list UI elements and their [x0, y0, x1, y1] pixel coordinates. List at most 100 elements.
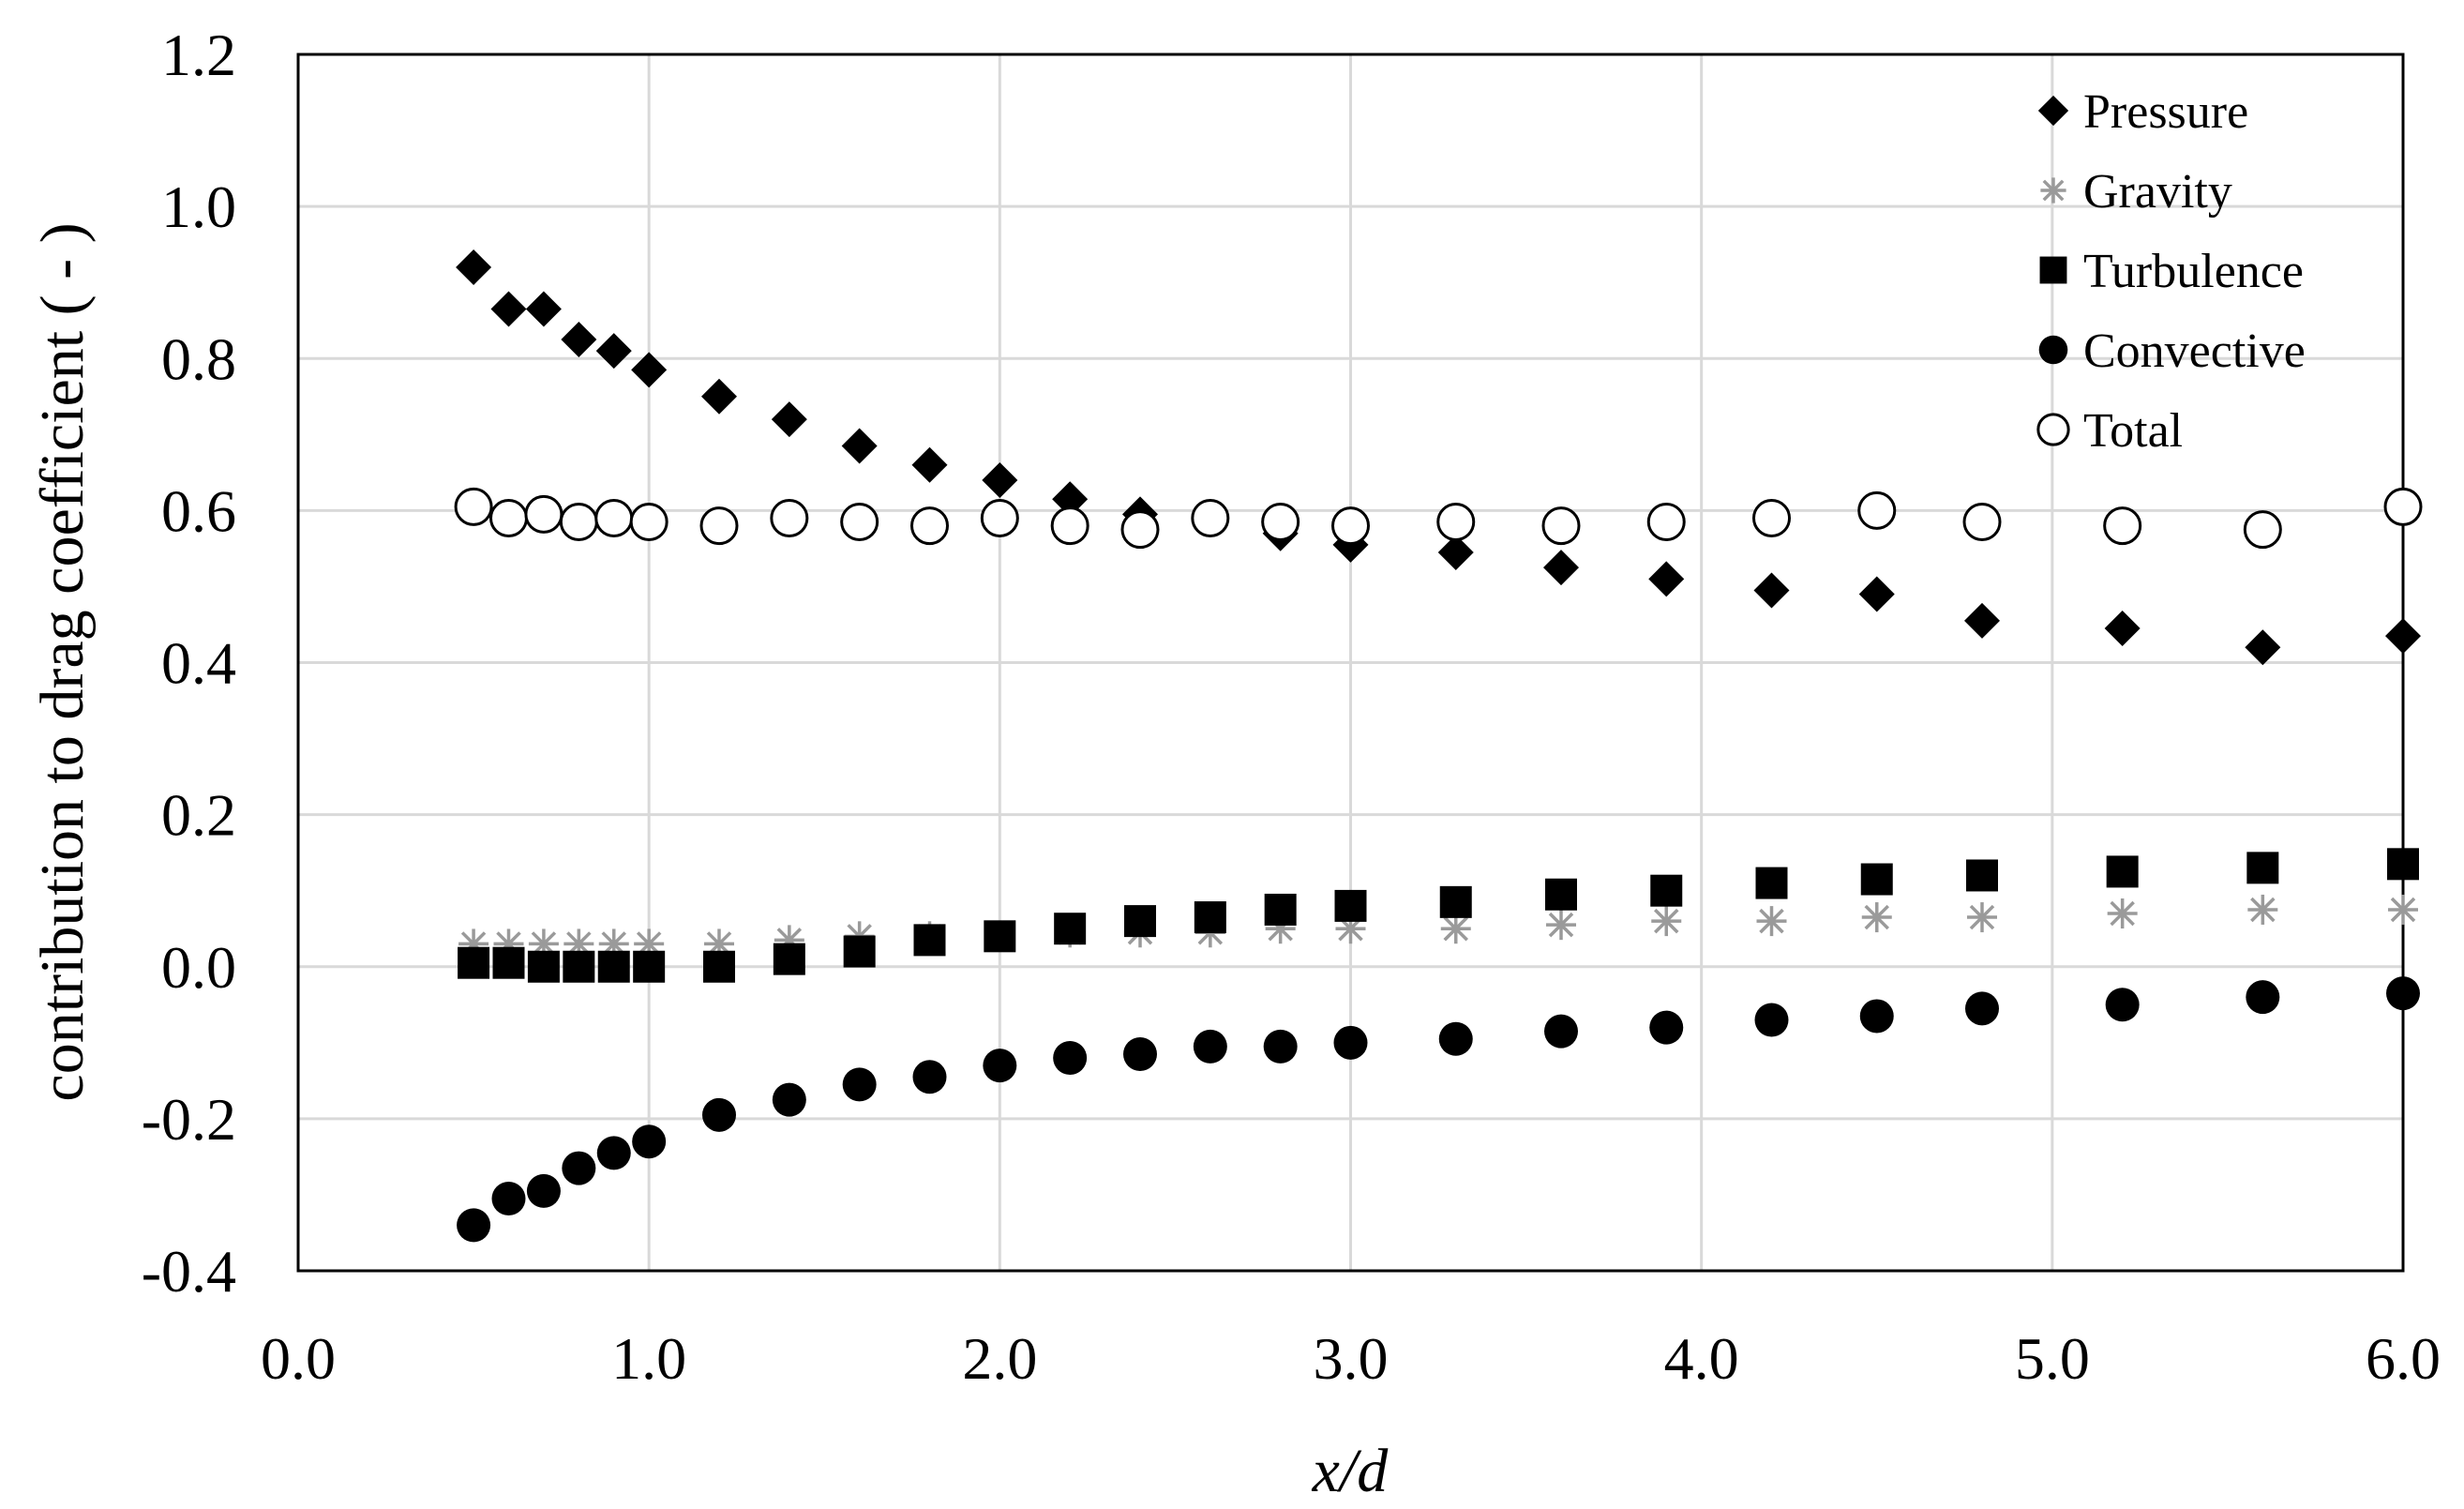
convective-point	[1123, 1036, 1157, 1071]
turbulence-point	[1334, 889, 1367, 922]
convective-point	[1649, 1010, 1684, 1045]
total-point	[559, 503, 598, 542]
convective-point	[912, 1060, 947, 1094]
turbulence-point	[1194, 901, 1226, 934]
total-point	[2383, 487, 2423, 526]
total-point	[2243, 510, 2282, 550]
total-point	[1857, 490, 1897, 530]
turbulence-point	[843, 935, 876, 968]
total-point	[910, 506, 949, 546]
x-tick-label: 2.0	[962, 1325, 1037, 1392]
gravity-point	[1651, 906, 1682, 937]
turbulence-point	[633, 950, 666, 983]
pressure-point	[561, 321, 597, 357]
y-tick-label: -0.4	[142, 1238, 236, 1305]
turbulence-point	[1545, 878, 1577, 911]
y-tick-label: 1.0	[161, 174, 236, 240]
x-tick-label: 3.0	[1314, 1325, 1389, 1392]
y-tick-label: -0.2	[142, 1086, 236, 1153]
plot-area-frame	[296, 53, 2405, 1273]
total-point	[1050, 506, 1089, 546]
convective-point	[457, 1208, 491, 1243]
turbulence-point	[597, 950, 630, 983]
total-point	[840, 503, 879, 542]
gravity-point	[1440, 913, 1471, 944]
convective-point	[2386, 976, 2420, 1011]
legend-label: Gravity	[2083, 165, 2232, 219]
y-tick-label: 0.6	[161, 477, 236, 544]
convective-point	[1544, 1014, 1578, 1049]
pressure-point	[490, 291, 527, 327]
pressure-point	[841, 428, 878, 464]
gravity-point	[1756, 906, 1787, 937]
convective-point	[1263, 1029, 1298, 1064]
legend-marker-convective	[2038, 335, 2068, 365]
turbulence-point	[1054, 913, 1087, 945]
convective-point	[772, 1082, 806, 1117]
turbulence-point	[527, 950, 560, 983]
convective-point	[526, 1173, 561, 1208]
total-point	[524, 494, 563, 534]
legend-item-pressure: Pressure	[2037, 85, 2248, 139]
total-point	[1646, 503, 1686, 542]
total-point	[454, 487, 493, 526]
gravity-point	[1967, 902, 1997, 933]
pressure-point	[2385, 618, 2421, 655]
x-axis-label: x/d	[1312, 1437, 1390, 1505]
series-convective	[457, 976, 2420, 1243]
total-point	[1191, 498, 1230, 537]
grid	[298, 54, 2403, 1271]
pressure-point	[982, 461, 1018, 498]
series-turbulence	[458, 848, 2419, 983]
pressure-point	[1052, 481, 1089, 518]
total-point	[1436, 503, 1476, 542]
y-tick-label: 0.8	[161, 325, 236, 392]
convective-point	[1333, 1025, 1368, 1060]
legend-marker-total	[2036, 413, 2070, 446]
gravity-point	[2388, 894, 2418, 925]
convective-point	[842, 1067, 877, 1102]
turbulence-point	[492, 946, 525, 979]
turbulence-point	[2106, 855, 2139, 888]
convective-point	[702, 1097, 736, 1132]
turbulence-point	[2387, 848, 2419, 881]
gravity-point	[2107, 898, 2138, 929]
total-point	[1962, 503, 2002, 542]
pressure-point	[456, 249, 492, 285]
pressure-point	[911, 446, 948, 483]
pressure-point	[1437, 534, 1474, 570]
total-point	[594, 498, 634, 537]
legend-item-turbulence: Turbulence	[2039, 245, 2304, 298]
turbulence-point	[1966, 859, 1998, 892]
total-point	[629, 503, 669, 542]
total-point	[1331, 506, 1370, 546]
x-tick-label: 6.0	[2366, 1325, 2441, 1392]
turbulence-point	[1650, 874, 1683, 907]
gravity-point	[1861, 902, 1892, 933]
turbulence-point	[984, 920, 1016, 953]
legend-label: Turbulence	[2083, 245, 2304, 298]
convective-point	[1438, 1021, 1473, 1056]
pressure-point	[631, 352, 668, 388]
total-point	[1752, 498, 1791, 537]
series-total	[454, 487, 2423, 550]
convective-point	[491, 1181, 526, 1215]
convective-point	[1754, 1003, 1789, 1037]
convective-point	[632, 1124, 667, 1159]
legend-marker-gravity	[2040, 177, 2066, 204]
pressure-point	[525, 291, 562, 327]
turbulence-point	[458, 946, 490, 979]
pressure-point	[771, 401, 807, 438]
y-tick-label: 1.2	[161, 22, 236, 88]
pressure-point	[2104, 611, 2141, 647]
y-tick-label: 0.0	[161, 934, 236, 1001]
convective-point	[1859, 999, 1894, 1034]
pressure-point	[2245, 629, 2281, 666]
pressure-point	[1858, 576, 1895, 612]
turbulence-point	[1124, 905, 1156, 938]
legend-label: Pressure	[2083, 85, 2248, 139]
total-point	[1261, 503, 1300, 542]
legend-item-total: Total	[2036, 404, 2183, 458]
legend-label: Total	[2083, 404, 2183, 458]
convective-point	[562, 1151, 596, 1185]
